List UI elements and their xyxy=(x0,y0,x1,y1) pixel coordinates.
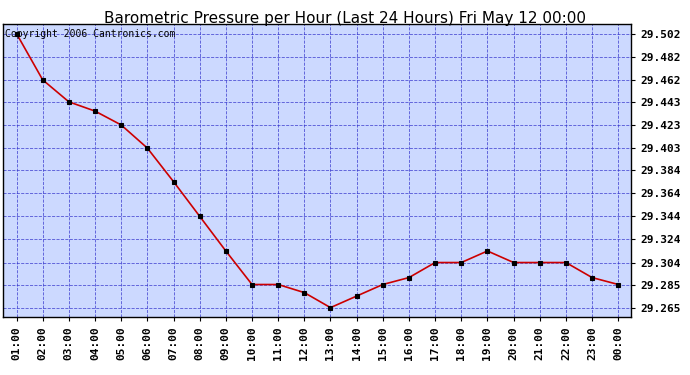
Text: Barometric Pressure per Hour (Last 24 Hours) Fri May 12 00:00: Barometric Pressure per Hour (Last 24 Ho… xyxy=(104,11,586,26)
Text: Copyright 2006 Cantronics.com: Copyright 2006 Cantronics.com xyxy=(5,29,175,39)
